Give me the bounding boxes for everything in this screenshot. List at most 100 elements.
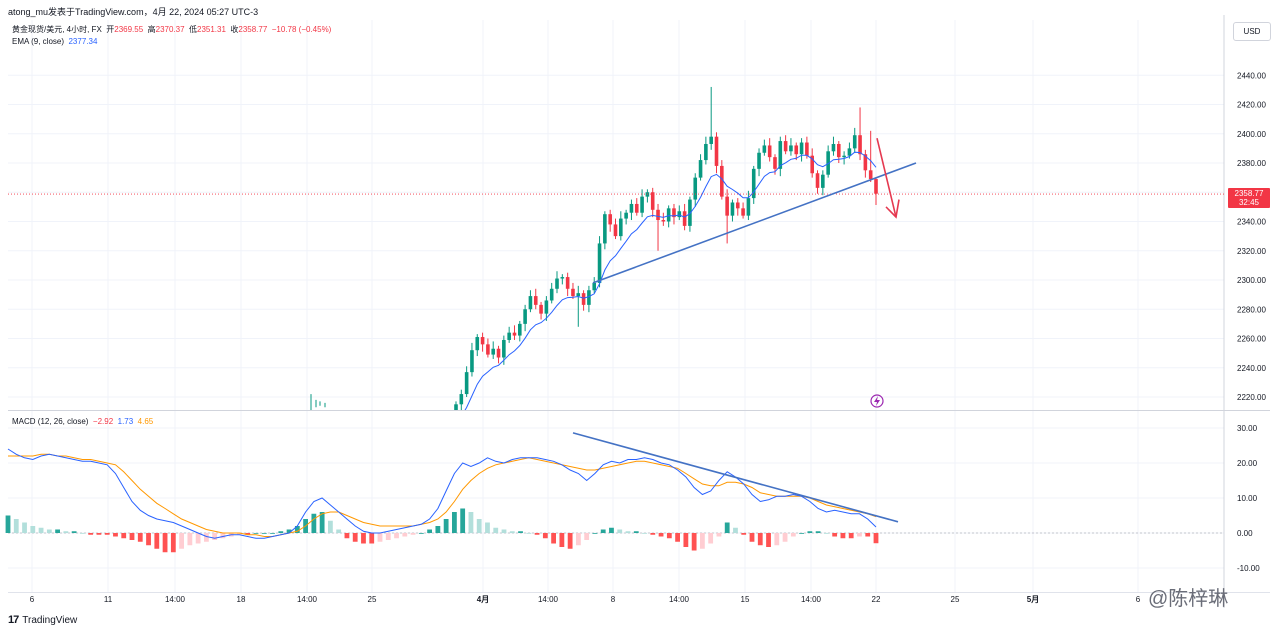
down-arrow-shaft (876, 137, 897, 218)
macd-histogram-bar (402, 533, 408, 537)
candle-body (821, 174, 825, 188)
candle-body (619, 218, 623, 237)
ema-legend[interactable]: EMA (9, close) 2377.34 (12, 37, 97, 46)
candle-body (480, 337, 485, 345)
candle-body (842, 155, 846, 158)
candle-body (698, 160, 703, 178)
candles (454, 86, 878, 410)
macd-histogram-bar (485, 522, 490, 533)
candle-body (778, 141, 783, 169)
time-tick-label: 22 (872, 595, 881, 604)
candle-body (624, 212, 628, 219)
currency-button[interactable]: USD (1233, 22, 1271, 41)
macd-histogram-bar (476, 519, 482, 533)
macd-line-value: 1.73 (117, 417, 134, 426)
high-label: 高 (147, 25, 156, 34)
macd-histogram-bar (385, 533, 391, 540)
candle-body (863, 154, 868, 171)
candle-body (805, 142, 809, 156)
candle-body (704, 143, 708, 161)
macd-histogram-bar (757, 533, 763, 546)
low-value: 2351.31 (197, 25, 226, 34)
macd-tick-label: 30.00 (1237, 424, 1258, 433)
candle-body (475, 337, 480, 351)
ema-value: 2377.34 (68, 37, 98, 46)
price-tag-bg (1228, 188, 1270, 209)
open-value: 2369.55 (114, 25, 144, 34)
macd-histogram-bar (352, 533, 358, 542)
macd-histogram-bar (650, 533, 656, 535)
macd-histogram-bar (278, 531, 284, 533)
candle-body (464, 372, 469, 395)
macd-histogram-bar (369, 533, 375, 544)
macd-tick-label: 10.00 (1237, 494, 1258, 503)
price-tick-label: 2280.00 (1237, 305, 1266, 314)
candle-body (603, 214, 607, 244)
price-tick-label: 2380.00 (1237, 159, 1266, 168)
price-trendline (592, 162, 917, 284)
macd-legend[interactable]: MACD (12, 26, close) −2.92 1.73 4.65 (12, 417, 153, 426)
candle-body (682, 211, 687, 226)
tradingview-brand: TradingView (22, 614, 78, 626)
macd-histogram-bar (410, 533, 416, 535)
flash-icon (870, 394, 884, 408)
time-tick-label: 6 (30, 595, 35, 604)
macd-histogram-bar (534, 533, 540, 535)
price-tick-label: 2240.00 (1237, 364, 1266, 373)
macd-histogram-bar (253, 533, 259, 534)
macd-histogram-bar (666, 533, 672, 539)
candle-body (746, 198, 751, 216)
macd-histogram-bar (567, 533, 573, 549)
open-label: 开 (106, 25, 115, 34)
macd-histogram-bar (642, 533, 647, 534)
candle-body (613, 224, 618, 237)
ema-line (464, 151, 877, 410)
macd-histogram-bar (427, 529, 432, 533)
candle-body (773, 157, 777, 169)
change-value: −10.78 (−0.45%) (271, 25, 332, 34)
candle-body (720, 165, 724, 197)
tradingview-footer[interactable]: 17 TradingView (8, 614, 77, 626)
candle-body (539, 304, 543, 314)
candle-body (533, 296, 538, 305)
time-tick-label: 15 (741, 595, 750, 604)
candle-body (836, 143, 841, 158)
candle-body (502, 339, 506, 358)
macd-histogram-bar (63, 531, 69, 533)
time-tick-label: 4月 (477, 595, 489, 604)
time-tick-label: 6 (1136, 595, 1141, 604)
candle-body (656, 209, 660, 221)
macd-histogram-bar (179, 533, 184, 549)
candle-body (528, 296, 533, 310)
candle-body (714, 136, 719, 166)
candle-body (852, 135, 857, 149)
macd-histogram-bar (328, 520, 333, 533)
macd-histogram-bar (683, 533, 689, 547)
macd-histogram-bar (782, 533, 788, 542)
macd-histogram-bar (724, 522, 730, 533)
candle-body (454, 404, 458, 410)
macd-histogram-bar (294, 526, 300, 533)
price-tick-label: 2220.00 (1237, 393, 1266, 402)
macd-histogram-bar (137, 533, 143, 542)
macd-histogram-bar (162, 533, 168, 553)
candle-body (661, 220, 666, 222)
macd-histogram-bar (857, 533, 862, 537)
candle-body (560, 277, 565, 279)
symbol-label: 黄金现货/美元, 4小时, FX (12, 25, 102, 34)
macd-histogram-bar (807, 531, 813, 533)
candle-body (741, 208, 745, 216)
macd-histogram-bar (55, 529, 60, 533)
macd-histogram-bar (576, 533, 581, 546)
time-tick-label: 25 (368, 595, 377, 604)
time-tick-label: 5月 (1027, 595, 1039, 604)
macd-histogram-bar (675, 533, 680, 542)
macd-histogram-bar (799, 533, 804, 534)
macd-hist-value: −2.92 (92, 417, 114, 426)
macd-histogram-bar (319, 512, 325, 533)
macd-histogram-bar (154, 533, 160, 549)
main-legend: 黄金现货/美元, 4小时, FX 开2369.55 高2370.37 低2351… (12, 24, 331, 35)
candle-body (874, 179, 878, 194)
macd-histogram-bar (518, 531, 523, 533)
